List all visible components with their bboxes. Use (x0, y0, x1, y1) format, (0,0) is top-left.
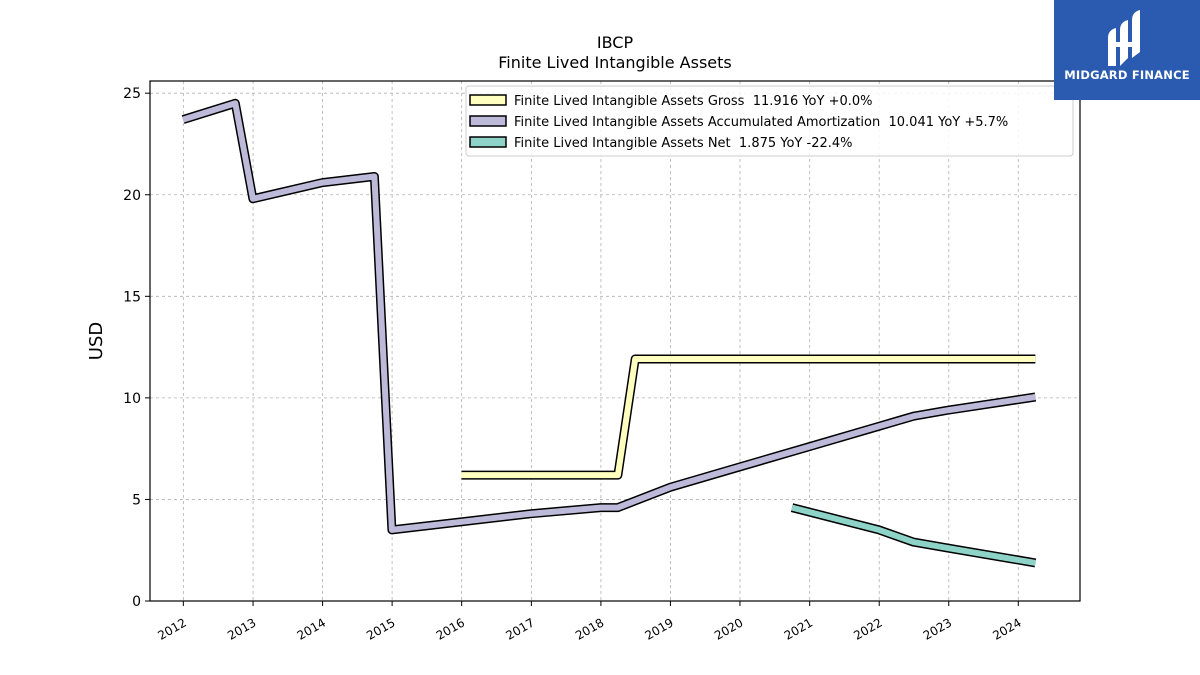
x-tick-label: 2013 (225, 615, 258, 642)
chart-subtitle: Finite Lived Intangible Assets (498, 53, 731, 72)
series-line-outline (181, 98, 1037, 535)
legend-box (465, 85, 1074, 157)
x-axis: 2012 2013 2014 2015 2016 2017 2018 2019 2020 2021… (155, 601, 1024, 643)
x-tick-label: 2014 (295, 615, 328, 642)
x-tick-label: 2016 (434, 615, 467, 642)
logo-mark-icon (1108, 10, 1140, 66)
series-lines (181, 98, 1037, 568)
y-tick-label: 15 (123, 289, 141, 305)
series-line-outline (461, 354, 1036, 480)
legend-swatch (469, 115, 507, 127)
legend-swatch (469, 94, 507, 106)
y-tick-label: 0 (132, 594, 141, 610)
x-tick-label: 2019 (642, 615, 675, 642)
x-tick-label: 2017 (503, 615, 536, 642)
chart-title: IBCP (597, 33, 634, 52)
x-tick-label: 2024 (990, 615, 1023, 642)
x-tick-label: 2023 (921, 615, 954, 642)
x-tick-label: 2022 (851, 615, 884, 642)
legend: Finite Lived Intangible Assets Gross 11.… (465, 85, 1074, 157)
legend-swatch (469, 136, 507, 148)
legend-entry: Finite Lived Intangible Assets Gross 11.… (514, 94, 873, 109)
logo-text: MIDGARD FINANCE (1064, 68, 1190, 82)
x-tick-label: 2018 (573, 615, 606, 642)
brand-logo: MIDGARD FINANCE (1054, 0, 1200, 100)
series-line (182, 100, 1036, 533)
grid-lines (150, 81, 1080, 602)
x-tick-label: 2021 (782, 615, 815, 642)
series-line (461, 356, 1036, 479)
y-axis: 0 5 10 15 20 25 (123, 86, 150, 610)
x-tick-label: 2012 (155, 615, 188, 642)
y-tick-label: 20 (123, 188, 141, 204)
plot-frame (149, 80, 1081, 602)
y-tick-label: 5 (132, 492, 141, 508)
x-tick-label: 2015 (364, 615, 397, 642)
y-tick-label: 25 (123, 86, 141, 102)
y-axis-label: USD (86, 322, 107, 360)
y-tick-label: 10 (123, 391, 141, 407)
series-line (791, 504, 1036, 566)
legend-entry: Finite Lived Intangible Assets Accumulat… (514, 115, 1008, 130)
x-tick-label: 2020 (712, 615, 745, 642)
legend-entry: Finite Lived Intangible Assets Net 1.875… (514, 136, 853, 151)
